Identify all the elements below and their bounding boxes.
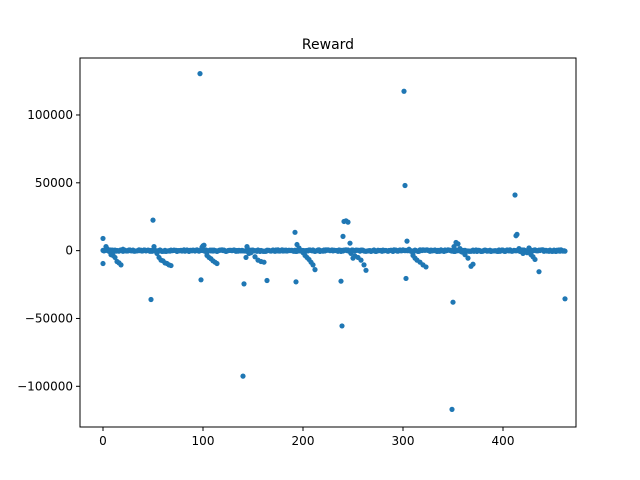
data-point — [214, 260, 220, 267]
data-point — [404, 238, 410, 244]
data-point — [524, 250, 530, 256]
data-point — [512, 192, 518, 198]
data-point — [252, 254, 258, 260]
data-point — [462, 252, 468, 258]
data-point — [243, 254, 249, 261]
data-point — [363, 267, 369, 273]
data-point — [358, 257, 364, 263]
data-point — [100, 235, 106, 242]
data-point — [261, 259, 267, 265]
data-point — [450, 299, 456, 305]
data-point — [403, 275, 409, 282]
data-point — [339, 323, 345, 329]
data-point — [154, 250, 160, 256]
data-point — [455, 241, 461, 247]
y-tick-label: −50000 — [25, 311, 73, 325]
data-point — [338, 278, 344, 284]
data-point — [401, 88, 407, 94]
data-point — [449, 406, 455, 412]
data-point — [532, 256, 538, 263]
data-point — [310, 262, 316, 268]
data-point — [361, 262, 367, 268]
y-axis: −100000 −50000 0 50000 100000 — [17, 108, 80, 393]
x-tick-label: 0 — [99, 434, 107, 448]
data-points — [100, 71, 568, 412]
x-tick-label: 200 — [292, 434, 315, 448]
data-point — [470, 261, 476, 267]
data-point — [148, 296, 154, 303]
data-point — [118, 262, 124, 268]
data-point — [562, 248, 568, 254]
data-point — [423, 264, 429, 270]
plot-area — [79, 57, 577, 428]
y-tick-label: −100000 — [17, 379, 73, 393]
data-point — [100, 260, 106, 267]
data-point — [197, 71, 203, 77]
data-point — [264, 277, 270, 284]
chart-title: Reward — [302, 37, 354, 53]
data-point — [520, 250, 526, 256]
data-point — [348, 250, 354, 256]
data-point — [150, 217, 156, 223]
x-axis: 0 100 200 300 400 — [99, 427, 514, 448]
data-point — [408, 248, 414, 254]
x-tick-label: 300 — [392, 434, 415, 448]
data-point — [451, 243, 457, 250]
x-tick-label: 100 — [192, 434, 215, 448]
data-point — [340, 233, 346, 239]
data-point — [465, 255, 471, 261]
y-tick-label: 0 — [65, 244, 73, 258]
data-point — [151, 243, 157, 250]
y-tick-label: 100000 — [27, 108, 73, 122]
data-point — [345, 219, 351, 225]
data-point — [293, 279, 299, 285]
plot-frame — [79, 57, 577, 428]
data-point — [562, 296, 568, 302]
data-point — [248, 250, 254, 256]
data-point — [526, 245, 532, 251]
data-point — [514, 231, 520, 237]
data-point — [402, 182, 408, 189]
data-point — [312, 267, 318, 273]
data-point — [120, 246, 126, 252]
data-point — [168, 262, 174, 269]
data-point — [201, 242, 207, 248]
data-point — [198, 277, 204, 283]
data-point — [240, 373, 246, 379]
y-tick-label: 50000 — [35, 176, 73, 190]
data-point — [241, 281, 247, 287]
x-tick-label: 400 — [492, 434, 515, 448]
data-point — [292, 229, 298, 235]
data-point — [536, 269, 542, 275]
data-point — [347, 240, 353, 246]
data-point — [112, 254, 118, 261]
data-point — [244, 243, 250, 250]
